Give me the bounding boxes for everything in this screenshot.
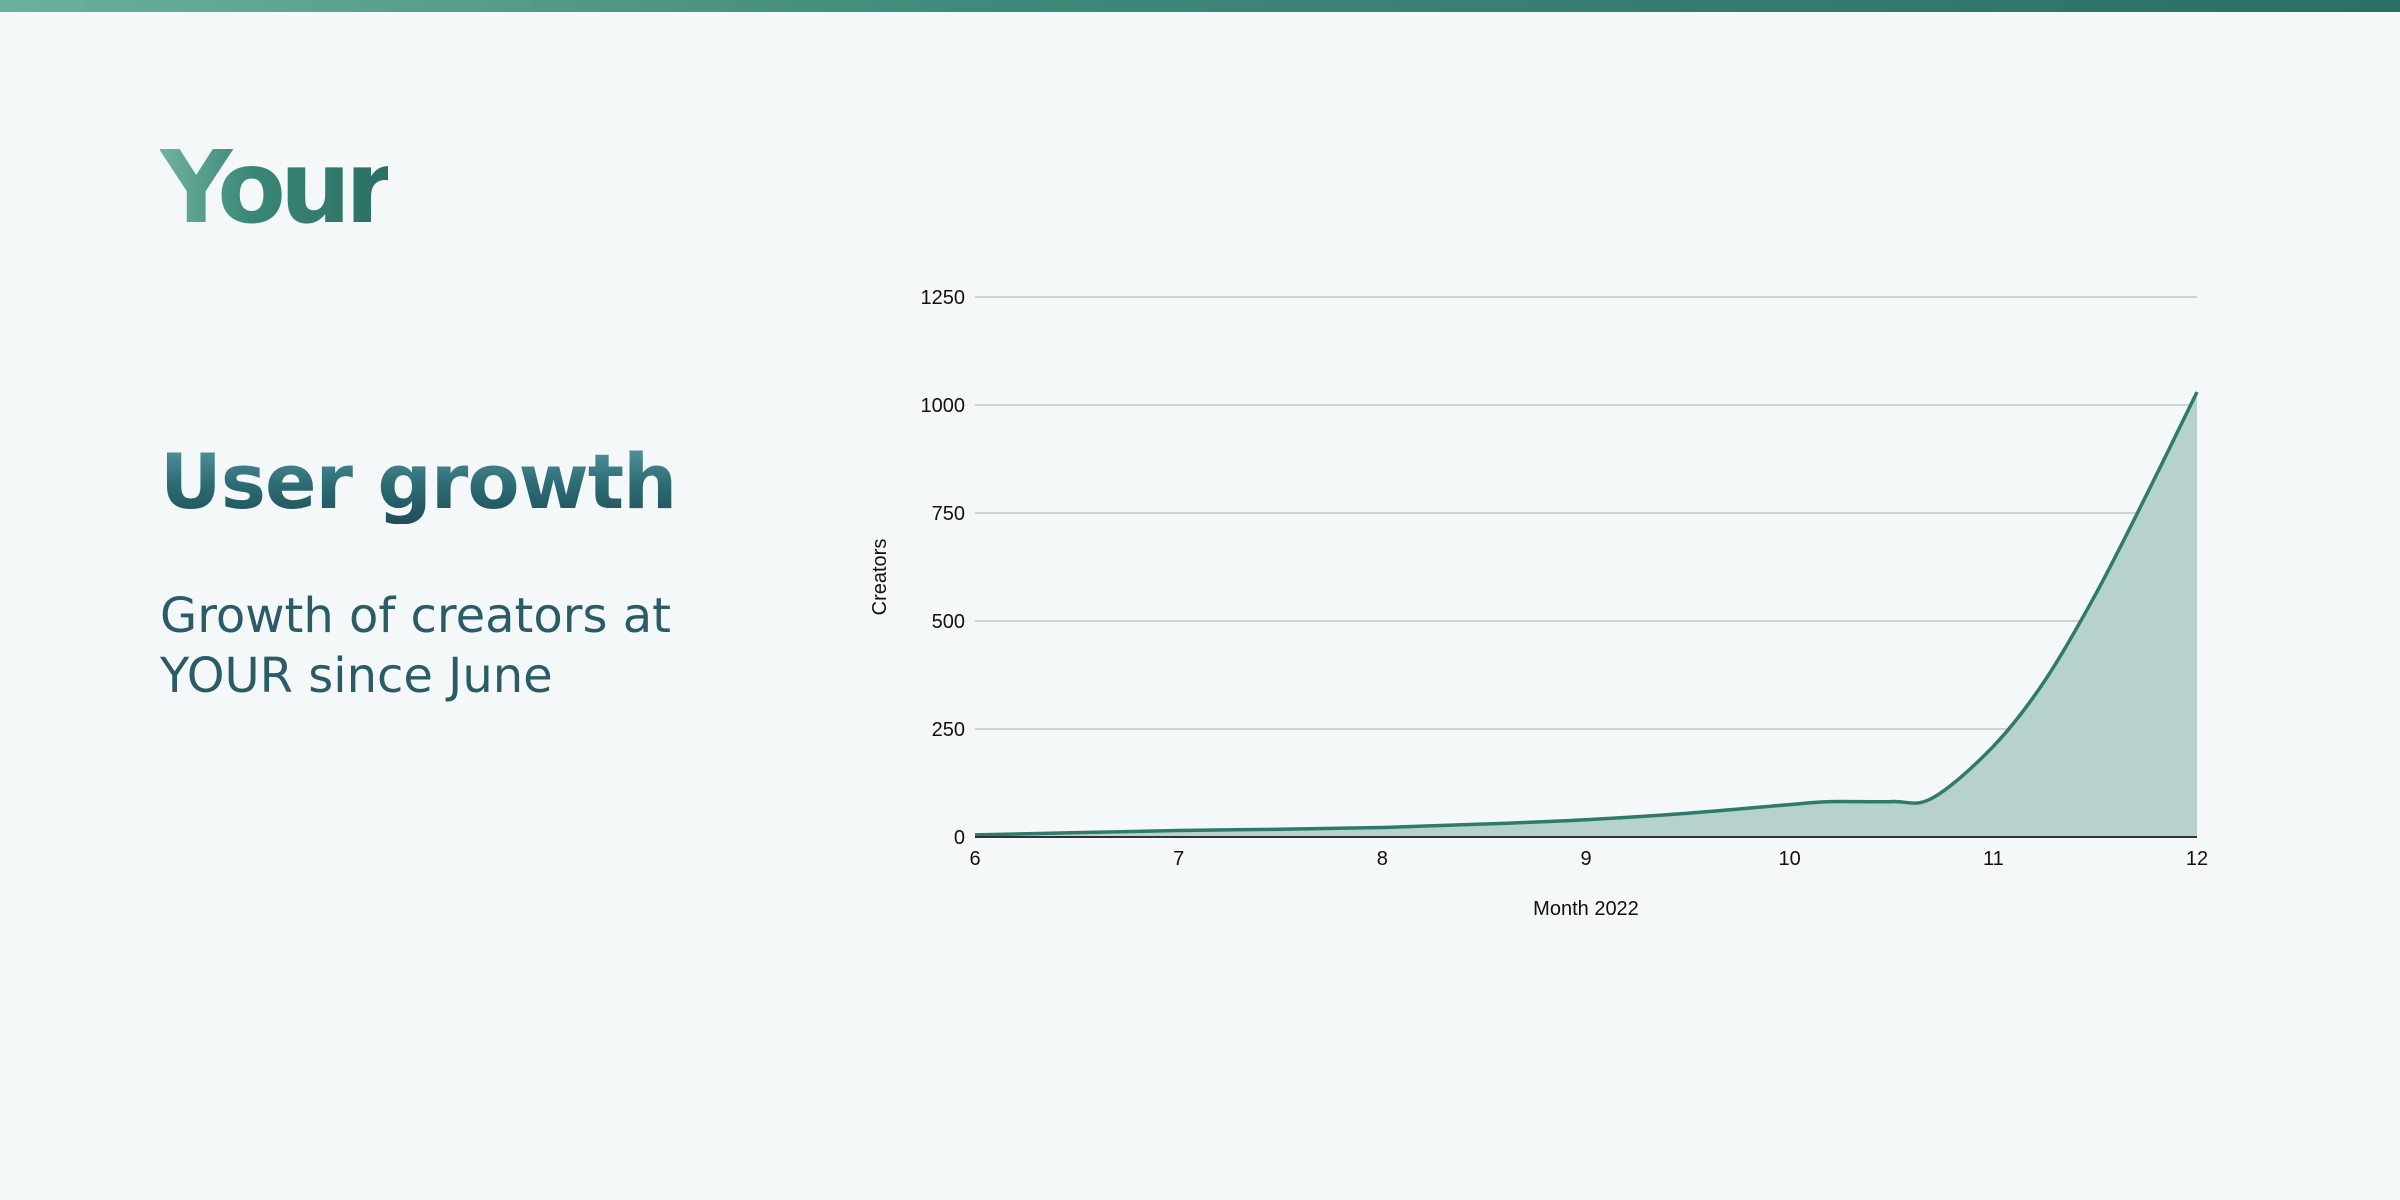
y-tick-label: 1000 <box>921 395 966 417</box>
y-tick-labels: 0 250 500 750 1000 1250 <box>921 287 966 849</box>
x-tick-label: 6 <box>969 848 980 870</box>
y-tick-label: 0 <box>954 827 965 849</box>
x-tick-label: 9 <box>1580 848 1591 870</box>
y-axis-label: Creators <box>869 539 891 616</box>
x-tick-label: 8 <box>1377 848 1388 870</box>
page-title: User growth <box>160 437 677 526</box>
top-accent-bar <box>0 0 2400 12</box>
area-fill <box>975 392 2197 837</box>
your-logo: Your <box>160 129 394 246</box>
x-tick-labels: 6 7 8 9 10 11 12 <box>969 848 2208 870</box>
x-tick-label: 11 <box>1983 848 2004 870</box>
y-tick-label: 750 <box>932 503 965 525</box>
grid-lines <box>975 296 2197 730</box>
series-line <box>974 391 2199 837</box>
y-tick-label: 500 <box>932 611 965 633</box>
x-axis-label: Month 2022 <box>1533 898 1639 920</box>
y-tick-label: 250 <box>932 719 965 741</box>
x-tick-label: 10 <box>1779 848 1801 870</box>
x-tick-label: 7 <box>1173 848 1184 870</box>
x-tick-label: 12 <box>2186 848 2208 870</box>
page-subtitle: Growth of creators at YOUR since June <box>160 588 671 704</box>
y-tick-label: 1250 <box>921 287 966 309</box>
